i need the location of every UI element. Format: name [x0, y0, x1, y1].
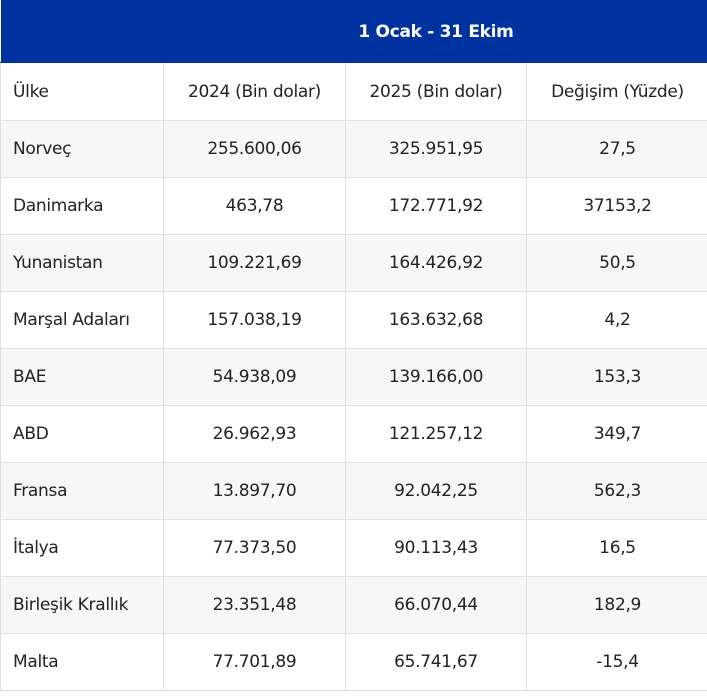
cell-2025: 65.741,67	[345, 633, 527, 691]
column-header-change: Değişim (Yüzde)	[526, 62, 707, 121]
cell-2025: 121.257,12	[345, 405, 527, 463]
table-row: Marşal Adaları 157.038,19 163.632,68 4,2	[0, 291, 707, 349]
column-header-row: Ülke 2024 (Bin dolar) 2025 (Bin dolar) D…	[0, 62, 707, 121]
cell-country: Marşal Adaları	[0, 291, 164, 349]
table-row: ABD 26.962,93 121.257,12 349,7	[0, 405, 707, 463]
cell-country: Yunanistan	[0, 234, 164, 292]
cell-country: Danimarka	[0, 177, 164, 235]
cell-2024: 255.600,06	[163, 120, 346, 178]
column-header-2024: 2024 (Bin dolar)	[163, 62, 346, 121]
cell-2024: 109.221,69	[163, 234, 346, 292]
cell-2025: 92.042,25	[345, 462, 527, 520]
table-row: Birleşik Krallık 23.351,48 66.070,44 182…	[0, 576, 707, 634]
cell-country: Malta	[0, 633, 164, 691]
cell-2025: 139.166,00	[345, 348, 527, 406]
column-header-country: Ülke	[0, 62, 164, 121]
cell-country: Birleşik Krallık	[0, 576, 164, 634]
cell-2024: 77.701,89	[163, 633, 346, 691]
cell-country: Norveç	[0, 120, 164, 178]
cell-change: 182,9	[526, 576, 707, 634]
column-header-2025: 2025 (Bin dolar)	[345, 62, 527, 121]
table-row: Danimarka 463,78 172.771,92 37153,2	[0, 177, 707, 235]
cell-2025: 172.771,92	[345, 177, 527, 235]
cell-2025: 325.951,95	[345, 120, 527, 178]
cell-2025: 90.113,43	[345, 519, 527, 577]
cell-2024: 23.351,48	[163, 576, 346, 634]
cell-change: 4,2	[526, 291, 707, 349]
cell-country: BAE	[0, 348, 164, 406]
period-header: 1 Ocak - 31 Ekim	[163, 0, 707, 63]
cell-2025: 164.426,92	[345, 234, 527, 292]
cell-2025: 163.632,68	[345, 291, 527, 349]
table-row: Malta 77.701,89 65.741,67 -15,4	[0, 633, 707, 691]
cell-2024: 26.962,93	[163, 405, 346, 463]
empty-header-cell	[0, 0, 164, 63]
cell-change: 153,3	[526, 348, 707, 406]
cell-change: -15,4	[526, 633, 707, 691]
cell-country: Fransa	[0, 462, 164, 520]
table-row: Norveç 255.600,06 325.951,95 27,5	[0, 120, 707, 178]
cell-2024: 54.938,09	[163, 348, 346, 406]
table-row: İtalya 77.373,50 90.113,43 16,5	[0, 519, 707, 577]
table-row: Fransa 13.897,70 92.042,25 562,3	[0, 462, 707, 520]
cell-2024: 77.373,50	[163, 519, 346, 577]
cell-change: 349,7	[526, 405, 707, 463]
cell-change: 50,5	[526, 234, 707, 292]
table-row: Yunanistan 109.221,69 164.426,92 50,5	[0, 234, 707, 292]
cell-change: 562,3	[526, 462, 707, 520]
cell-2024: 13.897,70	[163, 462, 346, 520]
cell-country: ABD	[0, 405, 164, 463]
table-row: BAE 54.938,09 139.166,00 153,3	[0, 348, 707, 406]
cell-2024: 463,78	[163, 177, 346, 235]
cell-country: İtalya	[0, 519, 164, 577]
period-header-row: 1 Ocak - 31 Ekim	[0, 0, 707, 63]
cell-change: 37153,2	[526, 177, 707, 235]
cell-change: 27,5	[526, 120, 707, 178]
cell-2025: 66.070,44	[345, 576, 527, 634]
cell-2024: 157.038,19	[163, 291, 346, 349]
cell-change: 16,5	[526, 519, 707, 577]
